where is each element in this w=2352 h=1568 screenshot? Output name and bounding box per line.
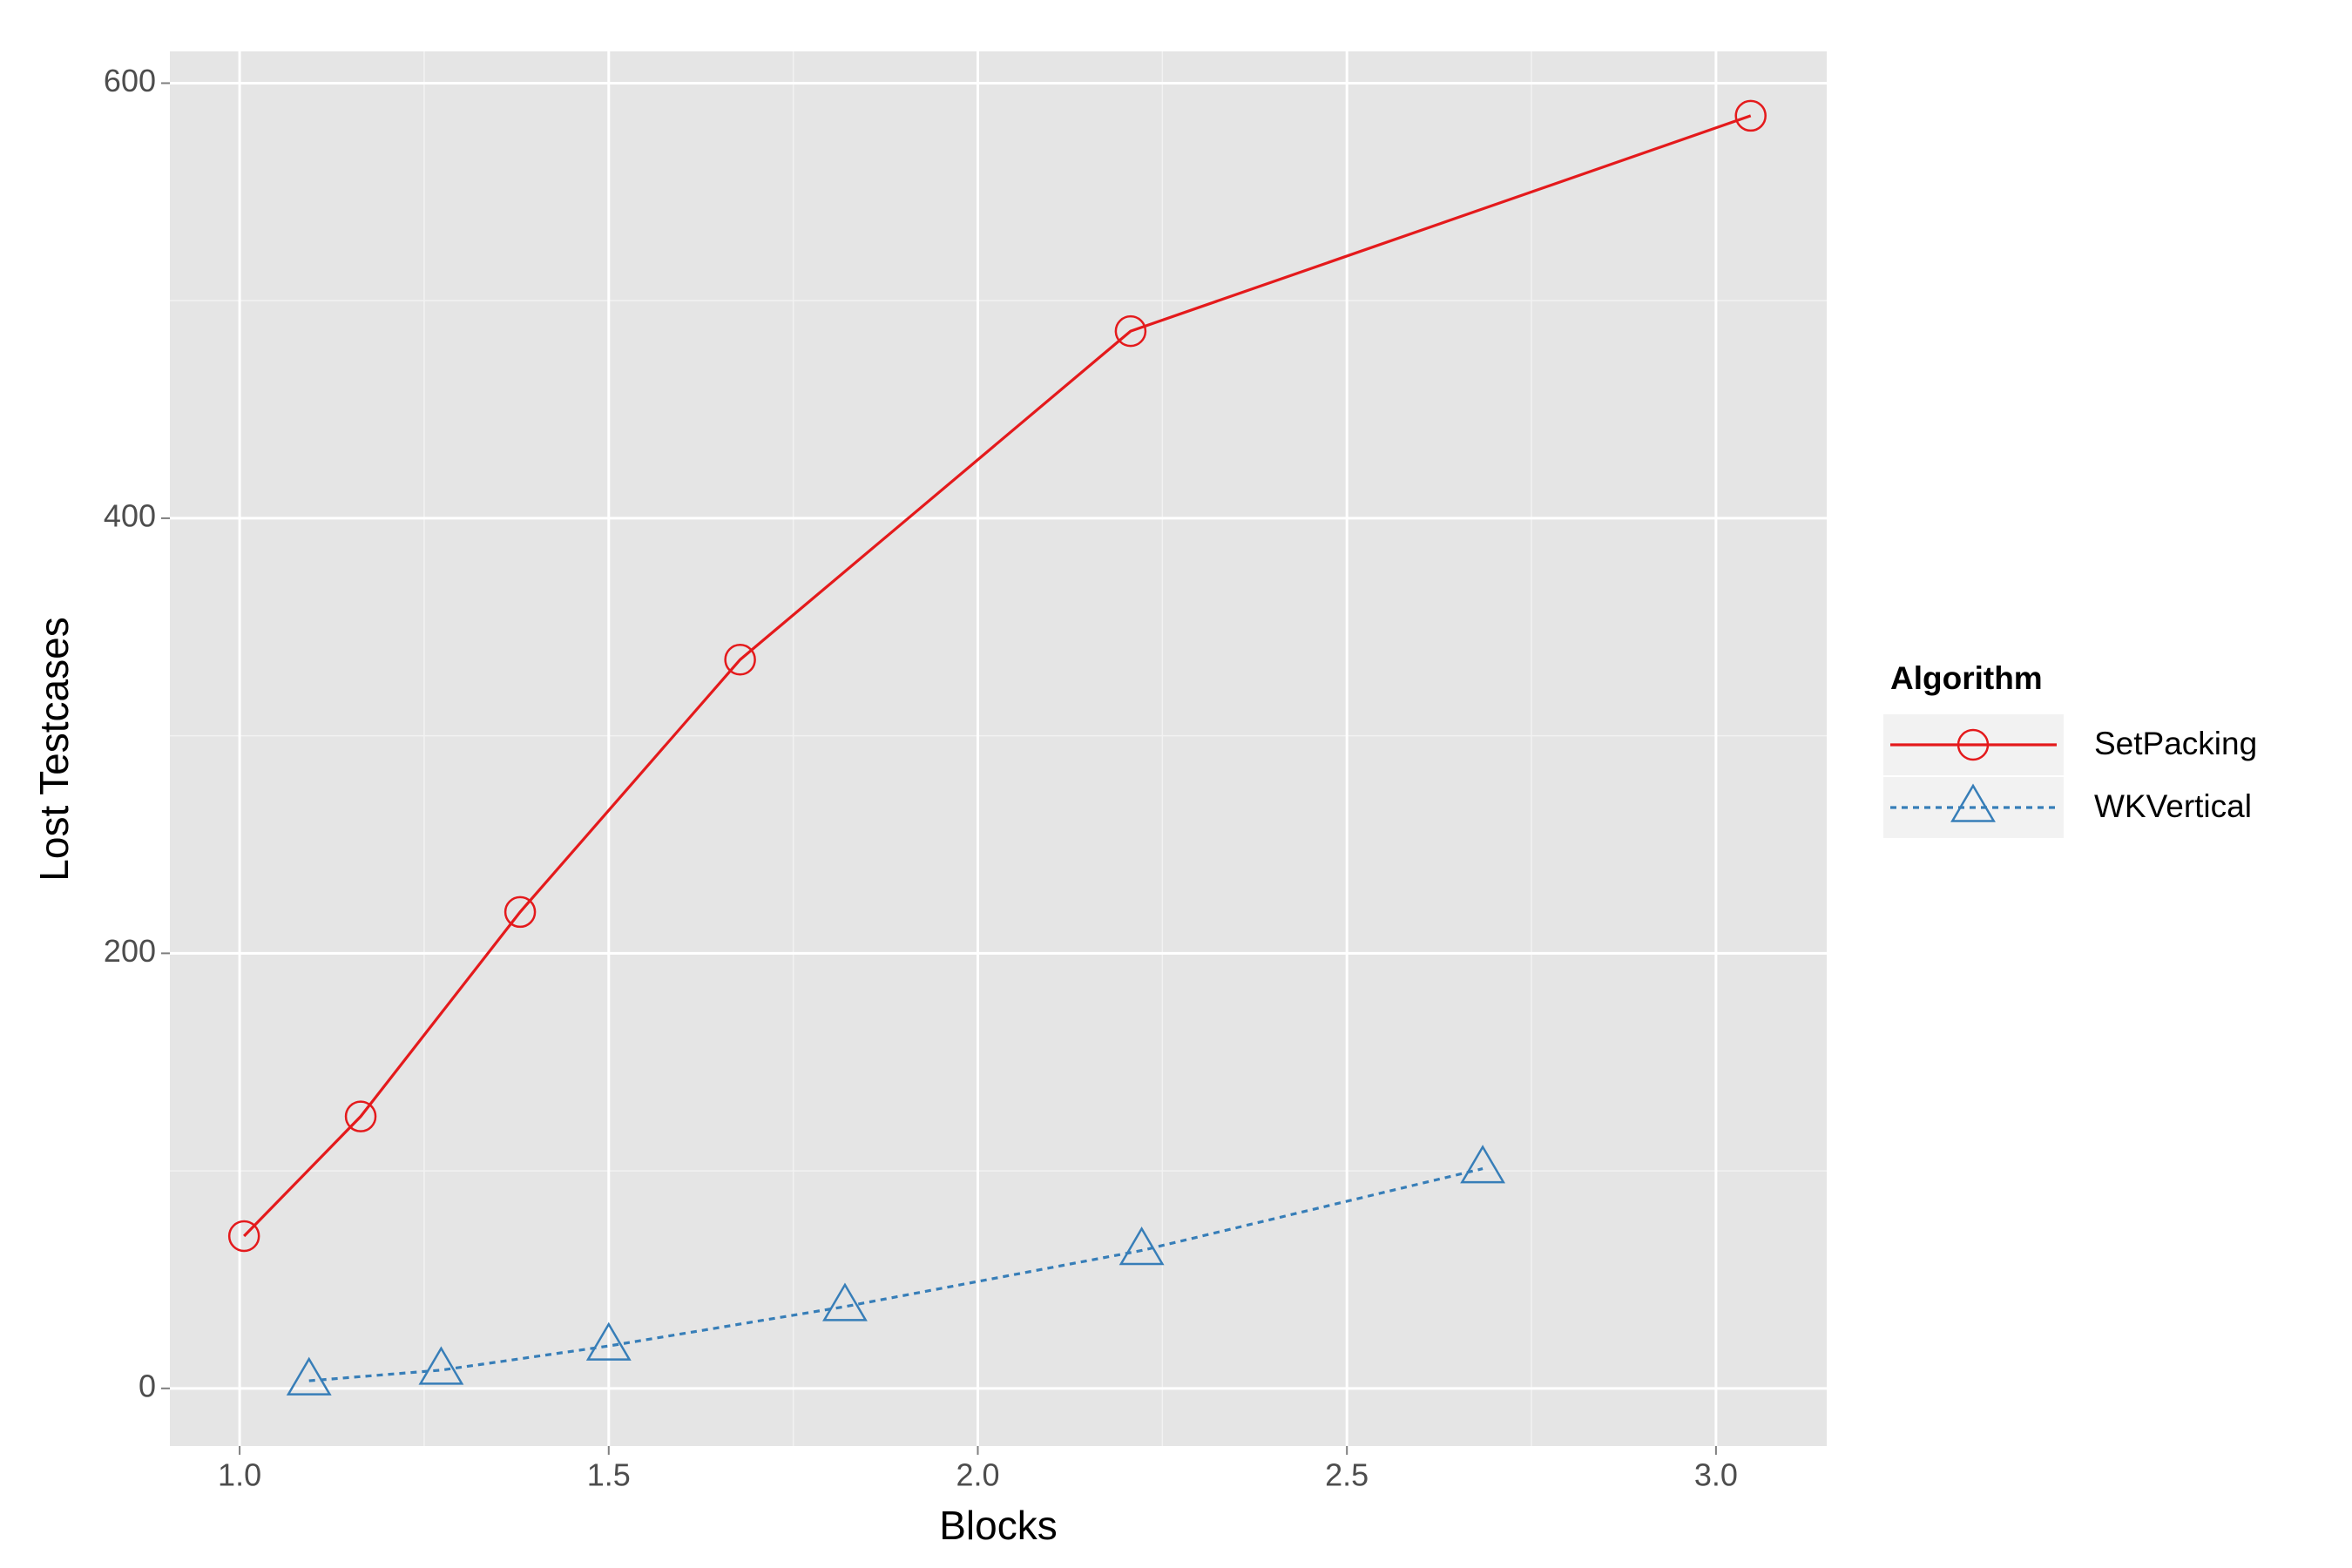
x-tick-label: 2.0 <box>956 1457 999 1493</box>
legend-title: Algorithm <box>1890 660 2043 696</box>
marker <box>286 1356 332 1396</box>
x-tick-label: 2.5 <box>1325 1457 1369 1493</box>
y-tick-label: 0 <box>139 1368 156 1403</box>
marker <box>227 1220 260 1253</box>
legend-marker <box>1957 728 1990 761</box>
series-line <box>308 1167 1484 1382</box>
y-tick-label: 200 <box>104 933 156 969</box>
x-tick-label: 1.0 <box>218 1457 261 1493</box>
series-line <box>243 114 1752 1238</box>
marker <box>344 1100 377 1132</box>
y-tick-label: 400 <box>104 497 156 533</box>
plot-panel <box>170 51 1827 1446</box>
marker <box>822 1282 868 1321</box>
legend-label: SetPacking <box>2094 726 2257 761</box>
legend-label: WKVertical <box>2094 788 2252 824</box>
x-axis-title: Blocks <box>939 1503 1057 1548</box>
y-tick-label: 600 <box>104 63 156 98</box>
legend-marker <box>1950 783 1996 822</box>
marker <box>585 1321 632 1361</box>
marker <box>504 896 537 929</box>
marker <box>1119 1227 1165 1266</box>
marker <box>1460 1145 1506 1184</box>
x-tick-label: 1.5 <box>587 1457 631 1493</box>
y-axis-title: Lost Testcases <box>31 617 77 881</box>
marker <box>1114 314 1147 348</box>
marker <box>418 1346 464 1385</box>
marker <box>724 643 756 676</box>
marker <box>1734 99 1767 132</box>
x-tick-label: 3.0 <box>1694 1457 1738 1493</box>
